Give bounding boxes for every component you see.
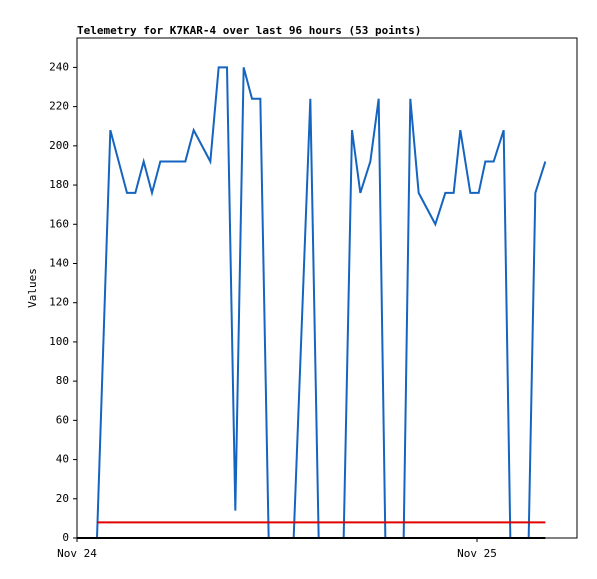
y-tick-label: 100 [49, 335, 69, 348]
y-tick-label: 220 [49, 100, 69, 113]
y-axis-label: Values [26, 268, 39, 308]
y-tick-label: 240 [49, 60, 69, 73]
y-tick-label: 180 [49, 178, 69, 191]
x-tick-label: Nov 24 [57, 547, 97, 560]
chart-title: Telemetry for K7KAR-4 over last 96 hours… [77, 24, 421, 37]
plot-frame [76, 37, 578, 539]
series-line [96, 66, 547, 539]
y-tick-label: 40 [56, 453, 69, 466]
y-tick-label: 120 [49, 296, 69, 309]
y-tick-label: 20 [56, 492, 69, 505]
y-tick-label: 60 [56, 413, 69, 426]
y-tick-label: 160 [49, 217, 69, 230]
y-tick-label: 200 [49, 139, 69, 152]
y-tick-label: 0 [62, 531, 69, 544]
y-tick-label: 80 [56, 374, 69, 387]
x-tick-label: Nov 25 [457, 547, 497, 560]
y-tick-label: 140 [49, 256, 69, 269]
